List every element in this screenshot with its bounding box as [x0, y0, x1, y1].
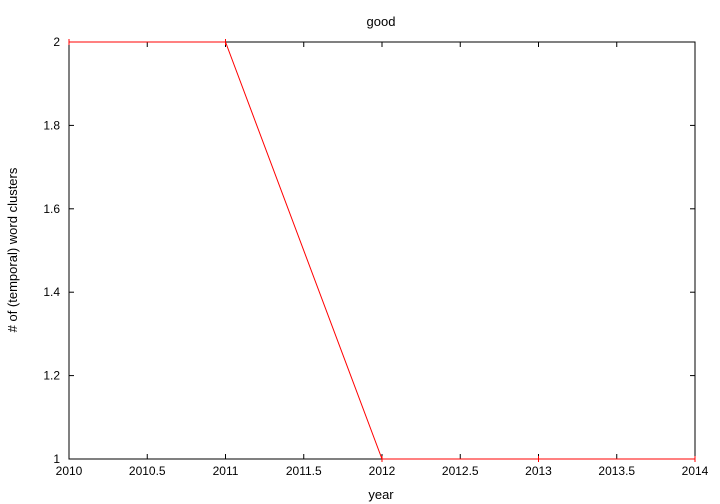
- x-tick-label: 2010.5: [129, 464, 166, 478]
- x-tick-label: 2011.5: [286, 464, 322, 478]
- y-tick-label: 2: [53, 35, 60, 49]
- y-tick-label: 1.8: [43, 118, 60, 132]
- y-tick-label: 1: [53, 452, 60, 466]
- x-tick-label: 2010: [56, 464, 83, 478]
- x-tick-label: 2013.5: [598, 464, 635, 478]
- plot-frame: [68, 41, 696, 460]
- x-tick-label: 2014: [682, 464, 709, 478]
- x-tick-label: 2012.5: [442, 464, 479, 478]
- x-tick-label: 2013: [525, 464, 552, 478]
- x-axis-label: year: [368, 487, 394, 502]
- chart-title: good: [367, 14, 396, 29]
- x-axis: 2010 2010.5 2011 2011.5 2012 2012.5 2013 2013.5…: [56, 42, 709, 478]
- y-tick-label: 1.6: [43, 202, 60, 216]
- series-layer: [68, 39, 696, 462]
- y-axis-label: # of (temporal) word clusters: [5, 167, 20, 332]
- series-line: [69, 41, 695, 460]
- y-axis: 1 1.2 1.4 1.6 1.8 2: [43, 35, 695, 466]
- y-tick-label: 1.2: [43, 369, 60, 383]
- x-tick-label: 2012: [369, 464, 396, 478]
- y-tick-label: 1.4: [43, 285, 60, 299]
- x-tick-label: 2011: [213, 464, 239, 478]
